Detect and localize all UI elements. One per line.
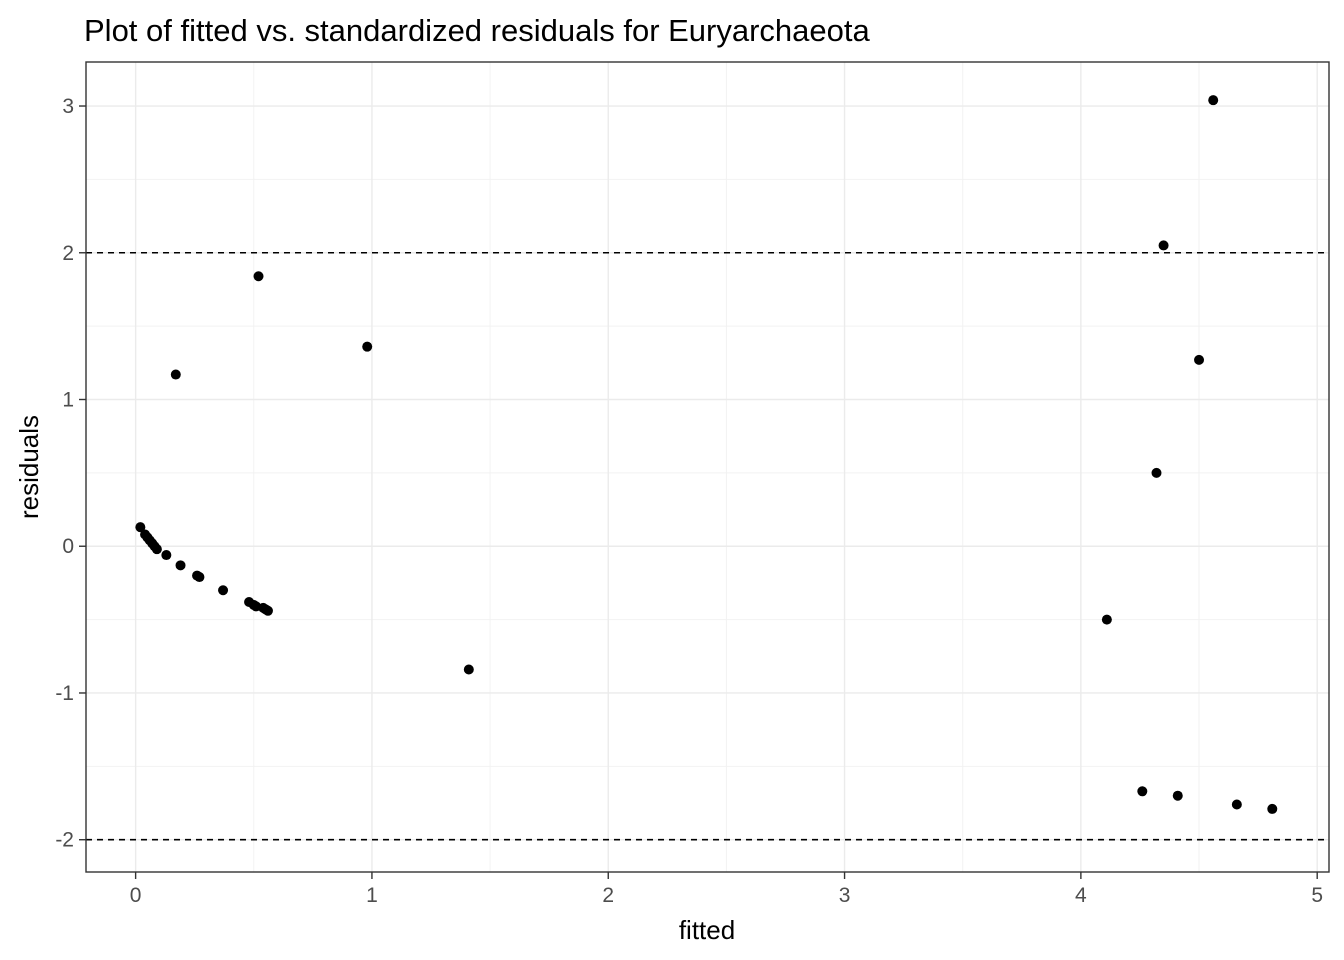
y-axis-title: residuals (14, 415, 44, 519)
major-gridlines (86, 62, 1329, 872)
data-point (1158, 240, 1169, 251)
data-point (1194, 354, 1205, 365)
data-point (218, 585, 229, 596)
minor-gridlines (86, 62, 1329, 872)
data-point (1137, 786, 1148, 797)
data-point (1208, 95, 1219, 106)
data-point (262, 605, 273, 616)
y-tick-label: 3 (62, 95, 74, 118)
x-tick-label: 2 (602, 884, 614, 907)
x-tick-label: 3 (839, 884, 851, 907)
data-point (151, 544, 162, 555)
data-point (253, 271, 264, 282)
x-axis: 0 1 2 3 4 5 (130, 872, 1323, 907)
x-tick-label: 1 (366, 884, 378, 907)
data-point (170, 369, 181, 380)
data-point (175, 560, 186, 571)
data-point (1151, 467, 1162, 478)
data-point (463, 664, 474, 675)
data-point (1101, 614, 1112, 625)
data-point (194, 572, 205, 583)
y-tick-label: 0 (62, 535, 74, 558)
y-axis: -2 -1 0 1 2 3 (55, 95, 86, 852)
x-axis-title: fitted (679, 915, 735, 945)
chart-title: Plot of fitted vs. standardized residual… (84, 13, 871, 48)
data-point (1231, 799, 1242, 810)
data-point (161, 550, 172, 561)
x-tick-label: 5 (1311, 884, 1323, 907)
data-point (135, 522, 146, 533)
data-points (135, 95, 1278, 814)
data-point (1267, 803, 1278, 814)
y-tick-label: -1 (55, 682, 74, 705)
y-tick-label: -2 (55, 829, 74, 852)
panel-border (85, 61, 1330, 873)
data-point (1172, 790, 1183, 801)
reference-lines (86, 251, 1329, 841)
y-tick-label: 2 (62, 242, 74, 265)
y-tick-label: 1 (62, 389, 74, 412)
data-point (362, 341, 373, 352)
x-tick-label: 0 (130, 884, 142, 907)
x-tick-label: 4 (1075, 884, 1087, 907)
